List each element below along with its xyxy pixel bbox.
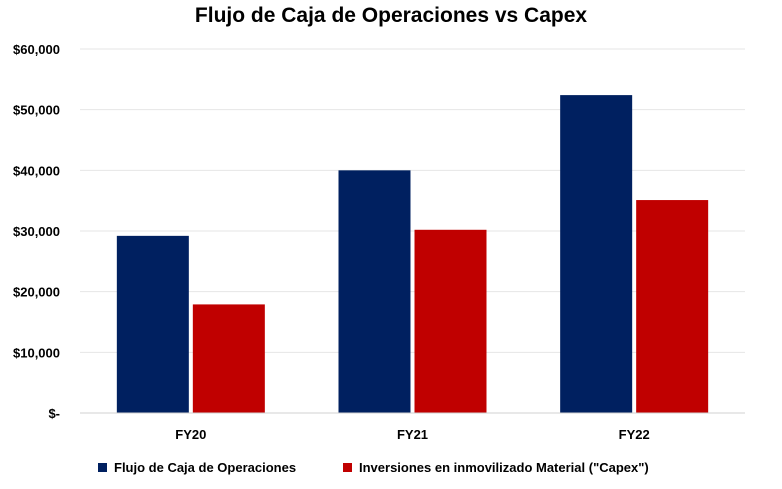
legend-label-capex: Inversiones en inmovilizado Material ("C… xyxy=(359,460,649,475)
gridlines xyxy=(80,48,745,353)
bar-fy20-series-1 xyxy=(192,304,265,413)
x-tick-label: FY20 xyxy=(175,427,206,442)
y-tick-label: $30,000 xyxy=(13,224,60,239)
y-tick-label: $40,000 xyxy=(13,163,60,178)
legend-item-operating-cash-flow: Flujo de Caja de Operaciones xyxy=(98,460,296,475)
x-tick-label: FY22 xyxy=(619,427,650,442)
x-tick-label: FY21 xyxy=(397,427,428,442)
bar-fy21-series-1 xyxy=(414,229,487,413)
legend-swatch-capex xyxy=(343,463,352,472)
chart-title: Flujo de Caja de Operaciones vs Capex xyxy=(194,4,588,27)
bar-fy22-series-1 xyxy=(636,200,709,413)
y-tick-label: $20,000 xyxy=(13,285,60,300)
axes: $- $10,000 $20,000 $30,000 $40,000 $50,000 $60… xyxy=(13,42,745,442)
legend: Flujo de Caja de Operaciones Inversiones… xyxy=(0,460,782,478)
y-tick-label: $50,000 xyxy=(13,103,60,118)
bar-fy20-series-0 xyxy=(116,235,189,413)
y-tick-label: $- xyxy=(48,406,60,421)
bar-fy21-series-0 xyxy=(338,170,411,413)
bar-fy22-series-0 xyxy=(560,95,633,414)
legend-swatch-operating-cash-flow xyxy=(98,463,107,472)
legend-label-operating-cash-flow: Flujo de Caja de Operaciones xyxy=(114,460,297,475)
legend-item-capex: Inversiones en inmovilizado Material ("C… xyxy=(343,460,649,475)
y-tick-label: $60,000 xyxy=(13,42,60,57)
y-tick-label: $10,000 xyxy=(13,345,60,360)
bars xyxy=(116,95,709,414)
